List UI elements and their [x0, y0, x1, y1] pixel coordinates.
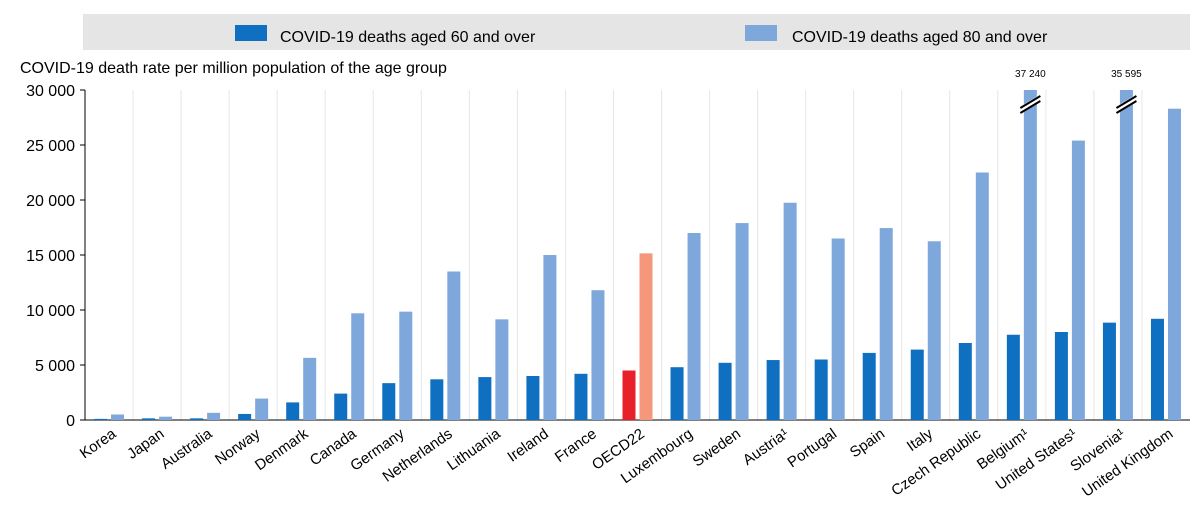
bar-60-over	[622, 370, 636, 420]
bar-60-over	[238, 413, 252, 420]
bar-80-over	[879, 228, 893, 420]
bar-60-over	[478, 377, 492, 420]
bar-60-over	[382, 383, 396, 420]
bar-80-over	[159, 416, 173, 420]
bar-60-over	[430, 379, 444, 420]
bar-80-over	[639, 253, 653, 420]
legend-swatch-60-over	[235, 25, 267, 41]
bar-60-over	[910, 349, 924, 420]
bar-80-over	[303, 357, 317, 420]
axis-break-mark	[1115, 95, 1137, 109]
bar-60-over	[766, 360, 780, 420]
y-tick-label: 10 000	[26, 303, 75, 320]
x-category-label: Czech Republic	[888, 425, 984, 499]
x-category-label: Lithuania	[444, 425, 504, 474]
axis-break-mark	[1019, 100, 1041, 114]
bar-60-over	[1150, 318, 1164, 420]
bar-80-over	[975, 172, 989, 420]
x-category-label: Australia	[158, 425, 216, 473]
axis-break-gap	[1018, 95, 1042, 113]
bar-60-over	[526, 376, 540, 420]
bar-80-over	[735, 223, 749, 420]
bar-60-over	[574, 373, 588, 420]
x-category-label: Italy	[904, 425, 937, 455]
bar-60-over	[862, 352, 876, 420]
bar-80-over	[1119, 90, 1133, 420]
bar-60-over	[1006, 334, 1020, 420]
legend-label-80-over: COVID-19 deaths aged 80 and over	[792, 29, 1048, 46]
bar-80-over	[1023, 90, 1037, 420]
axis-break-gap	[1114, 95, 1138, 113]
x-category-label: Denmark	[252, 425, 312, 474]
bar-80-over	[591, 290, 605, 420]
bar-80-over	[831, 238, 845, 420]
x-category-label: Ireland	[504, 425, 551, 465]
y-tick-label: 20 000	[26, 193, 75, 210]
x-category-label: Spain	[847, 425, 888, 461]
y-axis-title: COVID-19 death rate per million populati…	[20, 60, 447, 77]
bar-80-over	[687, 233, 701, 420]
overflow-value-label: 35 595	[1111, 69, 1142, 80]
bar-80-over	[447, 271, 461, 420]
x-category-label: Portugal	[784, 425, 840, 471]
y-tick-label: 5 000	[35, 358, 75, 375]
bar-60-over	[286, 402, 300, 420]
bar-60-over	[958, 343, 972, 420]
bar-60-over	[1054, 332, 1068, 420]
x-category-label: Korea	[77, 425, 120, 462]
bar-80-over	[351, 313, 365, 420]
bar-60-over	[190, 418, 204, 420]
axis-break-mark	[1115, 100, 1137, 114]
y-tick-label: 15 000	[26, 248, 75, 265]
overflow-value-label: 37 240	[1015, 69, 1046, 80]
x-category-label: Austria¹	[740, 425, 792, 469]
bar-60-over	[670, 367, 684, 420]
bar-80-over	[783, 202, 797, 420]
bar-60-over	[94, 418, 108, 420]
x-category-label: Sweden	[690, 425, 744, 470]
legend: COVID-19 deaths aged 60 and over COVID-1…	[83, 14, 1190, 50]
bar-80-over	[543, 255, 557, 420]
axis-break-mark	[1019, 95, 1041, 109]
legend-swatch-80-over	[745, 25, 777, 41]
bar-60-over	[142, 418, 156, 420]
x-category-label: United States¹	[993, 425, 1081, 493]
bar-80-over	[255, 398, 269, 420]
bar-80-over	[1071, 140, 1085, 420]
y-tick-label: 25 000	[26, 138, 75, 155]
legend-label-60-over: COVID-19 deaths aged 60 and over	[280, 29, 536, 46]
bar-80-over	[111, 414, 125, 420]
bar-60-over	[1102, 322, 1116, 420]
bar-80-over	[1167, 108, 1181, 420]
bar-60-over	[718, 362, 732, 420]
bar-80-over	[207, 412, 221, 420]
bar-60-over	[334, 393, 348, 420]
plot-area: 0 5 000 10 000 15 000 20 000 25 000 30 000 Kore…	[26, 69, 1190, 500]
bar-60-over	[814, 359, 828, 420]
bar-80-over	[399, 311, 413, 420]
y-tick-label: 0	[66, 413, 75, 430]
bar-80-over	[927, 241, 941, 420]
bar-80-over	[495, 319, 509, 420]
y-tick-label: 30 000	[26, 83, 75, 100]
legend-background	[83, 14, 1190, 50]
